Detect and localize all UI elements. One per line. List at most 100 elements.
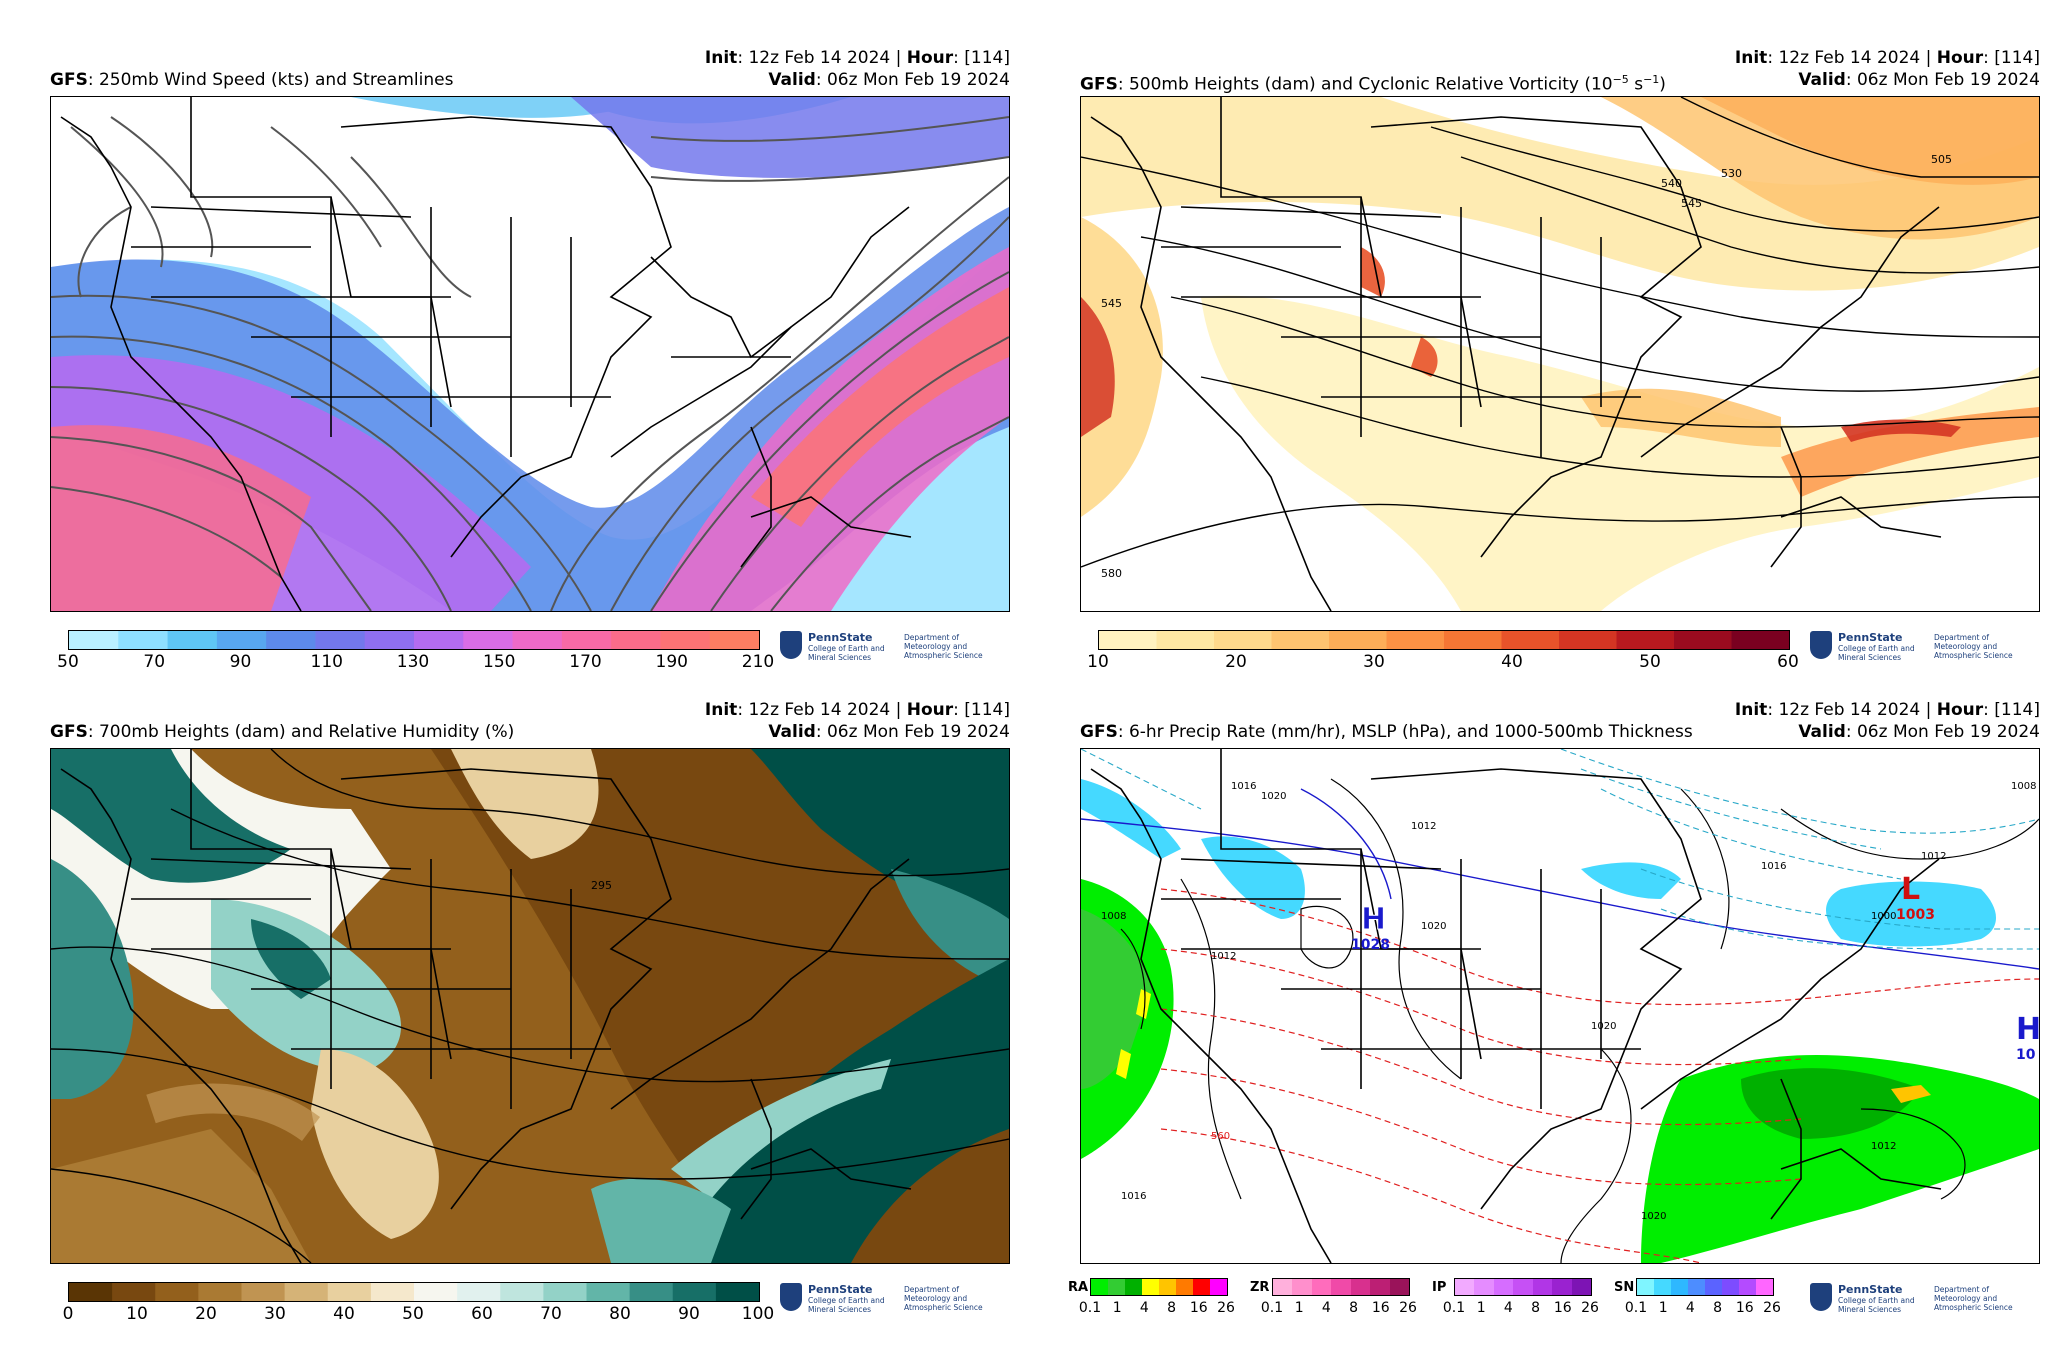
colorbar-segment	[1214, 631, 1272, 649]
contour-label: 1020	[1261, 791, 1286, 802]
contour-label: 1016	[1761, 861, 1786, 872]
colorbar-tick-label: 50	[57, 652, 79, 672]
colorbar-tick-label: 150	[483, 652, 516, 672]
contour-label: 530	[1721, 167, 1742, 180]
contour-label: 505	[1931, 153, 1952, 166]
colorbar-segment	[69, 1283, 113, 1301]
panel-title: GFS: 250mb Wind Speed (kts) and Streamli…	[50, 70, 454, 90]
pennstate-logo: PennState College of Earth and Mineral S…	[1810, 631, 2030, 667]
colorbar-tick-label: 1	[1112, 1300, 1122, 1316]
contour-label: 295	[591, 879, 612, 892]
colorbar-segment	[1271, 631, 1330, 649]
colorbar-segment	[284, 1283, 329, 1301]
panel-700mb: Init: 12z Feb 14 2024 | Hour: [114] GFS:…	[50, 700, 1010, 1340]
precip-type-snow: SN 0.1 1 4 8 16 26	[1614, 1278, 1781, 1316]
colorbar-segment	[198, 1283, 242, 1301]
colorbar-segment	[1739, 1279, 1756, 1295]
colorbar-segment	[1389, 1279, 1409, 1295]
colorbar-tick-label: 8	[1167, 1300, 1177, 1316]
colorbar-segment	[1176, 1279, 1193, 1295]
colorbar-segment	[1552, 1279, 1572, 1295]
colorbar-segment	[1273, 1279, 1293, 1295]
contour-label: 1012	[1211, 951, 1236, 962]
colorbar-tick-label: 60	[1777, 652, 1799, 672]
valid-line: Valid: 06z Mon Feb 19 2024	[768, 722, 1010, 742]
colorbar-segment	[561, 631, 612, 649]
colorbar-segment	[611, 631, 661, 649]
colorbar-segment	[1091, 1279, 1108, 1295]
colorbar-tick-label: 0.1	[1442, 1300, 1466, 1316]
colorbar-segment	[1455, 1279, 1475, 1295]
colorbar-segment	[500, 1283, 544, 1301]
colorbar-tick-label: 16	[1553, 1300, 1572, 1316]
colorbar-segment	[414, 631, 464, 649]
init-line: Init: 12z Feb 14 2024 | Hour: [114]	[1734, 48, 2040, 68]
high-pressure-symbol: H	[2016, 1012, 2039, 1047]
map-500mb: 505 530 540 545 545 580	[1080, 96, 2040, 612]
low-pressure-symbol: L	[1901, 872, 1920, 907]
colorbar-segment	[1559, 631, 1617, 649]
colorbar-segment	[112, 1283, 156, 1301]
colorbar-segment	[1674, 631, 1732, 649]
colorbar-segment	[1637, 1279, 1654, 1295]
precip-type-rain: RA 0.1 1 4 8 16 26	[1068, 1278, 1235, 1316]
colorbar-segment	[167, 631, 218, 649]
map-250mb	[50, 96, 1010, 612]
colorbar-tick-label: 26	[1581, 1300, 1599, 1316]
contour-label: 1020	[1641, 1211, 1666, 1222]
colorbar-tick-label: 26	[1399, 1300, 1417, 1316]
valid-line: Valid: 06z Mon Feb 19 2024	[1798, 70, 2040, 90]
colorbar-segment	[1329, 631, 1387, 649]
colorbar-tick-label: 40	[1501, 652, 1523, 672]
low-pressure-value: 1003	[1896, 907, 1935, 923]
nittany-lion-shield-icon	[1810, 631, 1832, 659]
colorbar-tick-label: 100	[741, 1304, 775, 1324]
nittany-lion-shield-icon	[780, 1283, 802, 1311]
colorbar-segment	[1125, 1279, 1142, 1295]
colorbar-tick-label: 4	[1503, 1300, 1513, 1316]
pennstate-logo: PennState College of Earth and Mineral S…	[780, 1283, 1000, 1319]
colorbar-segment	[1501, 631, 1560, 649]
colorbar-segment	[315, 631, 366, 649]
colorbar-tick-label: 1	[1294, 1300, 1304, 1316]
colorbar-tick-label: 4	[1321, 1300, 1331, 1316]
contour-label: 560	[1211, 1131, 1230, 1142]
colorbar-segment	[715, 1283, 759, 1301]
colorbar-segment	[1474, 1279, 1494, 1295]
colorbar-tick-label: 8	[1713, 1300, 1723, 1316]
contour-label: 1016	[1231, 781, 1256, 792]
colorbar-segment	[1142, 1279, 1159, 1295]
colorbar-segment	[586, 1283, 631, 1301]
colorbar-segment	[1331, 1279, 1351, 1295]
colorbar-segment	[1370, 1279, 1390, 1295]
contour-label: 1020	[1421, 921, 1446, 932]
colorbar-tick-label: 30	[1363, 652, 1385, 672]
contour-label: 1008	[2011, 781, 2036, 792]
colorbar-tick-label: 70	[143, 652, 166, 672]
init-line: Init: 12z Feb 14 2024 | Hour: [114]	[1734, 700, 2040, 720]
colorbar-tick-label: 70	[540, 1304, 562, 1324]
colorbar-segment	[1756, 1279, 1773, 1295]
colorbar-tick-label: 10	[1087, 652, 1109, 672]
colorbar-segment	[1705, 1279, 1722, 1295]
colorbar-tick-label: 90	[678, 1304, 700, 1324]
nittany-lion-shield-icon	[1810, 1283, 1832, 1311]
colorbar-tick-label: 8	[1531, 1300, 1541, 1316]
map-700mb: 295	[50, 748, 1010, 1264]
colorbar-tick-label: 16	[1735, 1300, 1754, 1316]
colorbar-tick-label: 20	[195, 1304, 217, 1324]
colorbar-segment	[1292, 1279, 1312, 1295]
panel-title: GFS: 500mb Heights (dam) and Cyclonic Re…	[1080, 73, 1666, 95]
colorbar-ticks: 10 20 30 40 50 60	[1087, 652, 1799, 674]
colorbar-segment	[1159, 1279, 1176, 1295]
colorbar-segment	[457, 1283, 501, 1301]
init-line: Init: 12z Feb 14 2024 | Hour: [114]	[704, 700, 1010, 720]
colorbar-segment	[118, 631, 169, 649]
panel-250mb: Init: 12z Feb 14 2024 | Hour: [114] GFS:…	[50, 48, 1010, 688]
high-pressure-symbol: H	[1361, 902, 1386, 937]
colorbar-tick-label: 210	[741, 652, 775, 672]
contour-label: 545	[1681, 197, 1702, 210]
colorbar-tick-label: 110	[310, 652, 343, 672]
contour-label: 540	[1661, 177, 1682, 190]
colorbar-segment	[672, 1283, 717, 1301]
